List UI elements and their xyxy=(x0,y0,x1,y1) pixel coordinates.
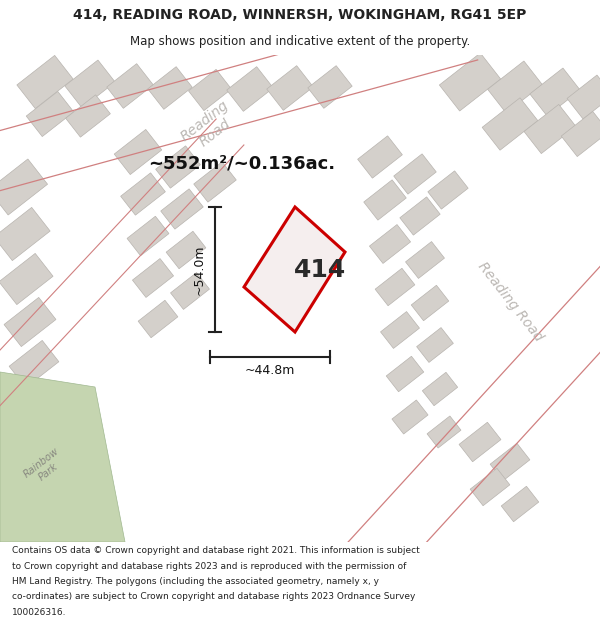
Polygon shape xyxy=(501,486,539,522)
Polygon shape xyxy=(308,66,352,108)
Polygon shape xyxy=(0,119,244,455)
Polygon shape xyxy=(188,69,232,111)
Polygon shape xyxy=(0,208,50,261)
Polygon shape xyxy=(375,268,415,306)
Text: co-ordinates) are subject to Crown copyright and database rights 2023 Ordnance S: co-ordinates) are subject to Crown copyr… xyxy=(12,592,415,601)
Polygon shape xyxy=(416,328,454,362)
Polygon shape xyxy=(161,189,203,229)
Polygon shape xyxy=(482,98,538,150)
Text: 100026316.: 100026316. xyxy=(12,608,67,617)
Polygon shape xyxy=(459,422,501,462)
Text: Reading
Road: Reading Road xyxy=(178,98,242,156)
Polygon shape xyxy=(427,416,461,448)
Polygon shape xyxy=(439,53,500,111)
Polygon shape xyxy=(127,216,169,256)
Text: Map shows position and indicative extent of the property.: Map shows position and indicative extent… xyxy=(130,35,470,48)
Text: Reading Road: Reading Road xyxy=(475,259,545,344)
Polygon shape xyxy=(121,173,166,215)
Text: ~552m²/~0.136ac.: ~552m²/~0.136ac. xyxy=(148,155,335,173)
Polygon shape xyxy=(133,259,173,298)
Polygon shape xyxy=(567,75,600,119)
Polygon shape xyxy=(26,91,74,136)
Text: 414: 414 xyxy=(294,258,346,282)
Polygon shape xyxy=(490,443,530,481)
Polygon shape xyxy=(394,154,436,194)
Polygon shape xyxy=(406,242,445,278)
Polygon shape xyxy=(0,372,125,542)
Polygon shape xyxy=(114,129,162,174)
Polygon shape xyxy=(338,202,600,592)
Polygon shape xyxy=(227,67,273,111)
Polygon shape xyxy=(155,146,200,188)
Polygon shape xyxy=(9,341,59,388)
Polygon shape xyxy=(14,381,62,426)
Polygon shape xyxy=(4,298,56,347)
Polygon shape xyxy=(0,159,47,215)
Polygon shape xyxy=(530,68,580,116)
Polygon shape xyxy=(488,61,542,113)
Text: HM Land Registry. The polygons (including the associated geometry, namely x, y: HM Land Registry. The polygons (includin… xyxy=(12,577,379,586)
Polygon shape xyxy=(0,4,478,205)
Polygon shape xyxy=(364,180,406,220)
Text: Rainbow
Park: Rainbow Park xyxy=(22,446,68,488)
Text: ~54.0m: ~54.0m xyxy=(193,244,205,295)
Polygon shape xyxy=(19,421,65,464)
Polygon shape xyxy=(470,468,510,506)
Polygon shape xyxy=(107,64,153,108)
Polygon shape xyxy=(358,136,403,178)
Text: Contains OS data © Crown copyright and database right 2021. This information is : Contains OS data © Crown copyright and d… xyxy=(12,546,420,555)
Polygon shape xyxy=(370,224,410,264)
Polygon shape xyxy=(166,231,206,269)
Text: to Crown copyright and database rights 2023 and is reproduced with the permissio: to Crown copyright and database rights 2… xyxy=(12,561,406,571)
Polygon shape xyxy=(267,66,313,111)
Polygon shape xyxy=(400,197,440,235)
Polygon shape xyxy=(148,67,192,109)
Polygon shape xyxy=(17,56,73,109)
Polygon shape xyxy=(0,253,53,304)
Polygon shape xyxy=(392,400,428,434)
Text: 414, READING ROAD, WINNERSH, WOKINGHAM, RG41 5EP: 414, READING ROAD, WINNERSH, WOKINGHAM, … xyxy=(73,8,527,22)
Polygon shape xyxy=(411,285,449,321)
Polygon shape xyxy=(170,272,209,309)
Polygon shape xyxy=(194,162,236,202)
Polygon shape xyxy=(138,300,178,338)
Polygon shape xyxy=(386,356,424,392)
Polygon shape xyxy=(428,171,468,209)
Polygon shape xyxy=(524,104,576,154)
Polygon shape xyxy=(65,60,115,108)
Polygon shape xyxy=(244,207,345,332)
Polygon shape xyxy=(422,372,458,406)
Text: ~44.8m: ~44.8m xyxy=(245,364,295,378)
Polygon shape xyxy=(380,312,419,348)
Polygon shape xyxy=(561,111,600,156)
Polygon shape xyxy=(65,95,110,137)
